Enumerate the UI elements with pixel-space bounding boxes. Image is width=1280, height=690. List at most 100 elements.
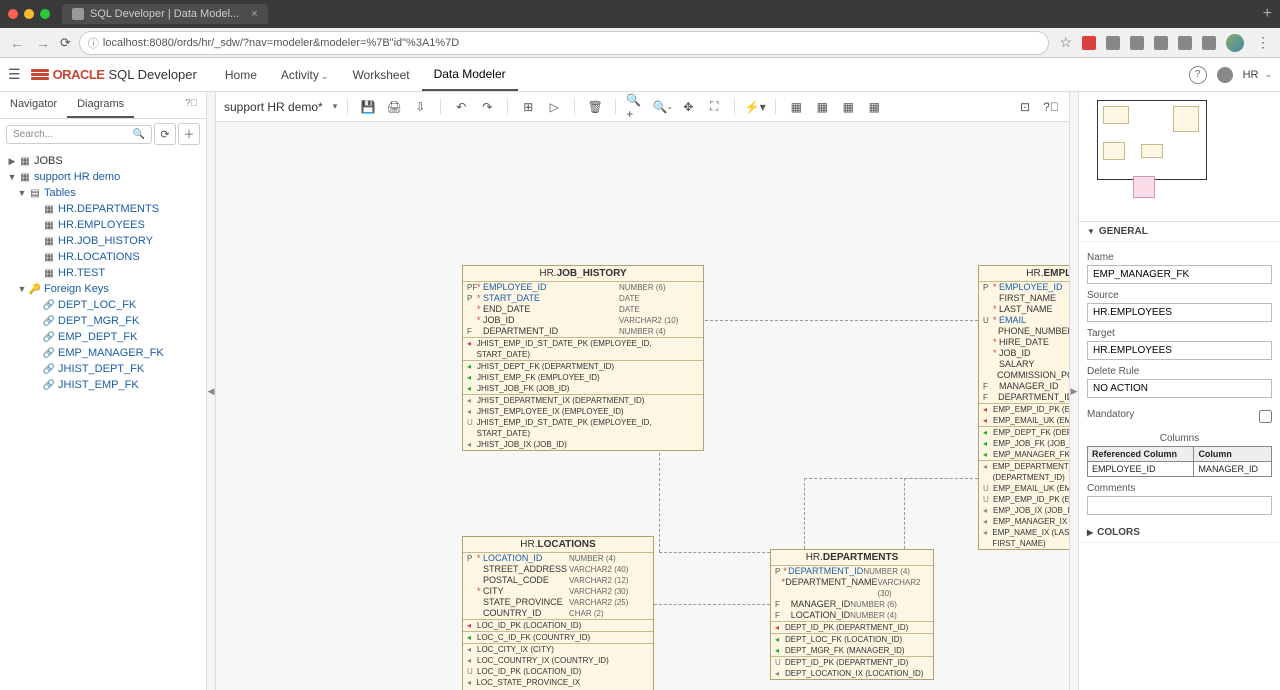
extension-icon-6[interactable] bbox=[1202, 36, 1216, 50]
collapse-icon[interactable]: ▼ bbox=[16, 188, 28, 198]
diagram-canvas[interactable]: HR.JOB_HISTORY PF * EMPLOYEE_ID NUMBER (… bbox=[216, 122, 1069, 690]
toolbar-help-icon[interactable]: ?⃝ bbox=[1041, 97, 1061, 117]
entity-employees[interactable]: HR.EMPLOYEES P * EMPLOYEE_ID NUMBER (6) … bbox=[978, 265, 1069, 550]
name-input[interactable] bbox=[1087, 265, 1272, 284]
tab-diagrams[interactable]: Diagrams bbox=[67, 92, 134, 118]
nav-data-modeler[interactable]: Data Modeler bbox=[422, 59, 518, 91]
comments-input[interactable] bbox=[1087, 496, 1272, 515]
profile-avatar-icon[interactable] bbox=[1226, 34, 1244, 52]
column-row: SALARY NUMBER (8,2) bbox=[979, 359, 1069, 370]
tree-item-fk[interactable]: 🔗 DEPT_MGR_FK bbox=[2, 313, 204, 329]
extension-icon-1[interactable] bbox=[1082, 36, 1096, 50]
section-colors[interactable]: ▶ COLORS bbox=[1079, 523, 1280, 543]
index-row: ◂ JHIST_DEPT_FK (DEPARTMENT_ID) bbox=[463, 361, 703, 372]
pan-icon[interactable]: ✥ bbox=[678, 97, 698, 117]
column-row: P * LOCATION_ID NUMBER (4) bbox=[463, 553, 653, 564]
tree-item-fk[interactable]: 🔗 JHIST_DEPT_FK bbox=[2, 361, 204, 377]
grid2-icon[interactable]: ▦ bbox=[812, 97, 832, 117]
refresh-button[interactable]: ⟳ bbox=[154, 123, 176, 145]
folder-icon: ▤ bbox=[28, 188, 42, 199]
extension-icon-2[interactable] bbox=[1106, 36, 1120, 50]
forward-button[interactable]: → bbox=[34, 35, 52, 51]
tree-item-jobs[interactable]: ▶ ▦ JOBS bbox=[2, 153, 204, 169]
nav-home[interactable]: Home bbox=[213, 60, 269, 90]
hamburger-menu[interactable]: ☰ bbox=[8, 66, 21, 83]
panel-help-icon[interactable]: ?⃝ bbox=[177, 92, 206, 118]
tree-item-fk[interactable]: 🔗 EMP_MANAGER_FK bbox=[2, 345, 204, 361]
zoom-out-icon[interactable]: 🔍- bbox=[652, 97, 672, 117]
tree-item-fk[interactable]: 🔗 EMP_DEPT_FK bbox=[2, 329, 204, 345]
col-header-col[interactable]: Column bbox=[1194, 447, 1272, 462]
cursor-icon[interactable]: ▷ bbox=[544, 97, 564, 117]
tree-item-table[interactable]: ▦ HR.DEPARTMENTS bbox=[2, 201, 204, 217]
zoom-in-icon[interactable]: 🔍+ bbox=[626, 97, 646, 117]
tree-item-table[interactable]: ▦ HR.JOB_HISTORY bbox=[2, 233, 204, 249]
nav-activity[interactable]: Activity⌄ bbox=[269, 60, 341, 90]
redo-icon[interactable]: ↷ bbox=[477, 97, 497, 117]
browser-menu-icon[interactable]: ⋮ bbox=[1254, 34, 1272, 51]
back-button[interactable]: ← bbox=[8, 35, 26, 51]
bookmark-star-icon[interactable]: ☆ bbox=[1057, 34, 1074, 51]
maximize-window[interactable] bbox=[40, 9, 50, 19]
collapse-left-panel[interactable]: ◀ bbox=[207, 92, 216, 690]
tree-item-foreign-keys[interactable]: ▼ 🔑 Foreign Keys bbox=[2, 281, 204, 297]
section-general[interactable]: ▼ GENERAL bbox=[1079, 222, 1280, 242]
save-icon[interactable]: 💾 bbox=[358, 97, 378, 117]
tree-item-table[interactable]: ▦ HR.TEST bbox=[2, 265, 204, 281]
fit-icon[interactable]: ⛶ bbox=[704, 97, 724, 117]
delete-rule-input[interactable] bbox=[1087, 379, 1272, 398]
layout-icon[interactable]: ⊞ bbox=[518, 97, 538, 117]
grid1-icon[interactable]: ▦ bbox=[786, 97, 806, 117]
nav-worksheet[interactable]: Worksheet bbox=[340, 60, 421, 90]
url-bar[interactable]: ⓘ localhost:8080/ords/hr/_sdw/?nav=model… bbox=[79, 31, 1050, 55]
tree-item-fk[interactable]: 🔗 DEPT_LOC_FK bbox=[2, 297, 204, 313]
minimap[interactable] bbox=[1079, 92, 1280, 222]
browser-tab[interactable]: SQL Developer | Data Model... × bbox=[62, 4, 268, 24]
tab-close-icon[interactable]: × bbox=[251, 8, 257, 20]
tree-item-demo[interactable]: ▼ ▦ support HR demo bbox=[2, 169, 204, 185]
extension-icons: ⋮ bbox=[1082, 34, 1272, 52]
col-header-ref[interactable]: Referenced Column bbox=[1088, 447, 1194, 462]
entity-locations[interactable]: HR.LOCATIONS P * LOCATION_ID NUMBER (4) … bbox=[462, 536, 654, 690]
help-icon[interactable]: ? bbox=[1189, 66, 1207, 84]
index-row: ◂ LOC_STATE_PROVINCE_IX (STATE_PROVINCE) bbox=[463, 677, 653, 690]
extension-icon-5[interactable] bbox=[1178, 36, 1192, 50]
overview-icon[interactable]: ⊡ bbox=[1015, 97, 1035, 117]
export-icon[interactable]: ⇩ bbox=[410, 97, 430, 117]
print-icon[interactable]: 🖨 bbox=[384, 97, 404, 117]
user-menu[interactable]: HR⌄ bbox=[1243, 69, 1272, 81]
search-input[interactable]: Search... 🔍 bbox=[6, 125, 152, 144]
collapse-icon[interactable]: ▼ bbox=[6, 172, 18, 182]
add-tab-button[interactable]: + bbox=[1263, 5, 1272, 23]
collapse-right-panel[interactable]: ▶ bbox=[1069, 92, 1078, 690]
close-window[interactable] bbox=[8, 9, 18, 19]
collapse-icon[interactable]: ▼ bbox=[16, 284, 28, 294]
grid3-icon[interactable]: ▦ bbox=[838, 97, 858, 117]
tree-item-fk[interactable]: 🔗 JHIST_EMP_FK bbox=[2, 377, 204, 393]
tree-item-table[interactable]: ▦ HR.EMPLOYEES bbox=[2, 217, 204, 233]
reload-button[interactable]: ⟳ bbox=[60, 35, 71, 51]
diagram-dropdown-icon[interactable]: ▾ bbox=[333, 101, 338, 112]
tree-item-table[interactable]: ▦ HR.LOCATIONS bbox=[2, 249, 204, 265]
tab-navigator[interactable]: Navigator bbox=[0, 92, 67, 118]
grid4-icon[interactable]: ▦ bbox=[864, 97, 884, 117]
url-text: localhost:8080/ords/hr/_sdw/?nav=modeler… bbox=[103, 37, 459, 49]
wand-icon[interactable]: ⚡▾ bbox=[745, 97, 765, 117]
source-input[interactable] bbox=[1087, 303, 1272, 322]
index-row: ◂ LOC_COUNTRY_IX (COUNTRY_ID) bbox=[463, 655, 653, 666]
column-row: * CITY VARCHAR2 (30) bbox=[463, 586, 653, 597]
delete-icon[interactable]: 🗑 bbox=[585, 97, 605, 117]
expand-icon[interactable]: ▶ bbox=[6, 156, 18, 167]
undo-icon[interactable]: ↶ bbox=[451, 97, 471, 117]
extension-icon-4[interactable] bbox=[1154, 36, 1168, 50]
browser-toolbar: ← → ⟳ ⓘ localhost:8080/ords/hr/_sdw/?nav… bbox=[0, 28, 1280, 58]
mandatory-checkbox[interactable] bbox=[1259, 410, 1272, 423]
extension-icon-3[interactable] bbox=[1130, 36, 1144, 50]
add-diagram-button[interactable]: ＋ bbox=[178, 123, 200, 145]
minimize-window[interactable] bbox=[24, 9, 34, 19]
entity-job_history[interactable]: HR.JOB_HISTORY PF * EMPLOYEE_ID NUMBER (… bbox=[462, 265, 704, 451]
entity-departments[interactable]: HR.DEPARTMENTS P * DEPARTMENT_ID NUMBER … bbox=[770, 549, 934, 680]
table-row[interactable]: EMPLOYEE_ID MANAGER_ID bbox=[1088, 462, 1272, 477]
tree-item-tables[interactable]: ▼ ▤ Tables bbox=[2, 185, 204, 201]
target-input[interactable] bbox=[1087, 341, 1272, 360]
